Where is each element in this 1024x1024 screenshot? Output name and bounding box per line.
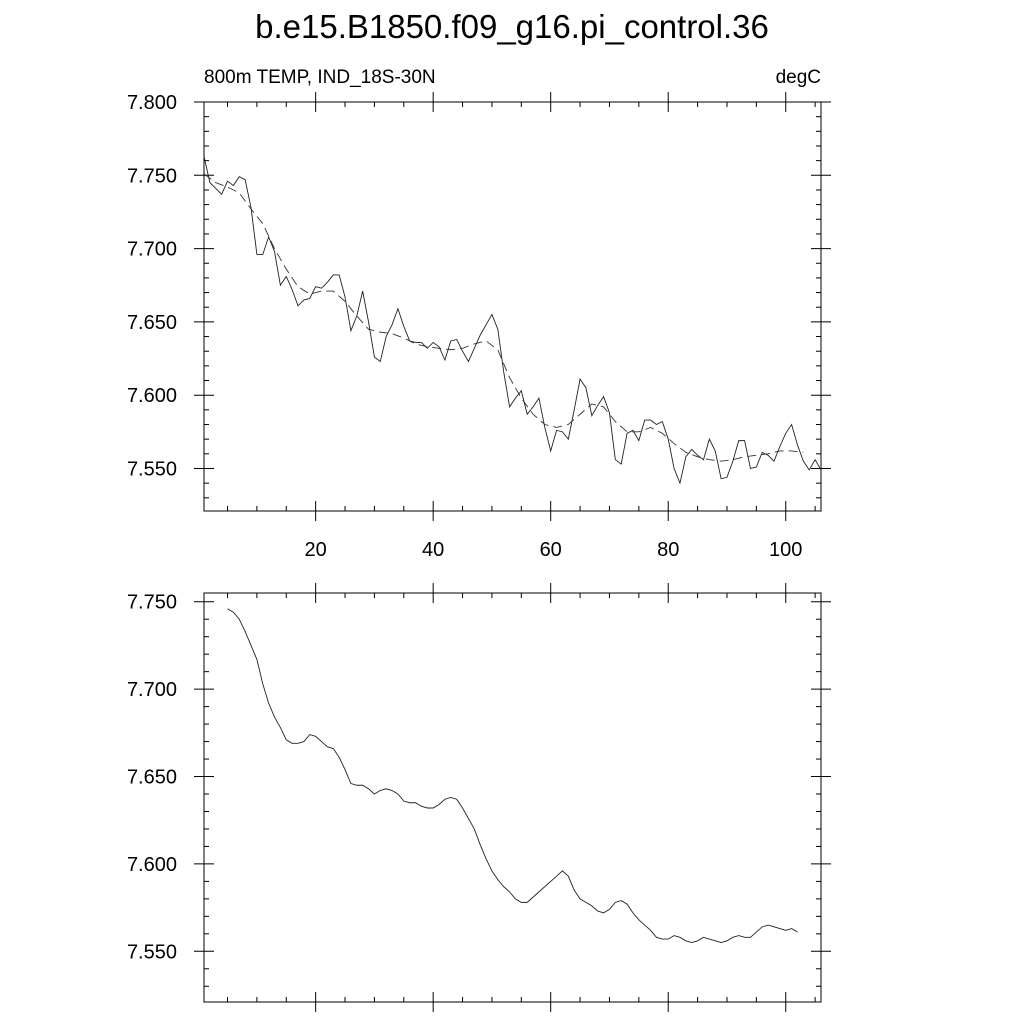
top-y-tick-label: 7.600 [127, 385, 177, 407]
bottom-y-tick-label: 7.650 [127, 767, 177, 789]
top-y-tick-label: 7.700 [127, 239, 177, 261]
top-series-smoothed [203, 173, 804, 462]
top-x-tick-label: 60 [540, 539, 562, 561]
top-x-tick-label: 100 [769, 539, 802, 561]
top-x-tick-label: 20 [305, 539, 327, 561]
top-x-tick-label: 40 [422, 539, 444, 561]
bottom-y-tick-label: 7.550 [127, 941, 177, 963]
top-y-tick-label: 7.750 [127, 165, 177, 187]
top-x-tick-label: 80 [657, 539, 679, 561]
bottom-y-tick-label: 7.600 [127, 854, 177, 876]
top-axis-ticks [194, 92, 831, 521]
top-series-annual [203, 156, 822, 485]
bottom-y-tick-label: 7.700 [127, 679, 177, 701]
top-y-tick-label: 7.550 [127, 458, 177, 480]
top-plot-frame [203, 101, 822, 512]
chart-title: b.e15.B1850.f09_g16.pi_control.36 [255, 8, 769, 45]
bottom-panel: 7.750 7.700 7.650 7.600 7.550 [127, 583, 831, 1012]
bottom-plot-frame [203, 592, 822, 1003]
bottom-y-tick-label: 7.750 [127, 592, 177, 614]
bottom-axis-ticks [194, 583, 831, 1012]
top-panel-variable-label: 800m TEMP, IND_18S-30N [204, 67, 436, 88]
top-y-tick-label: 7.650 [127, 312, 177, 334]
bottom-series-running-mean [227, 608, 798, 944]
top-panel: 800m TEMP, IND_18S-30N degC 20 40 60 80 100 7… [127, 67, 831, 561]
top-y-tick-label: 7.800 [127, 92, 177, 114]
top-panel-units-label: degC [776, 67, 821, 88]
